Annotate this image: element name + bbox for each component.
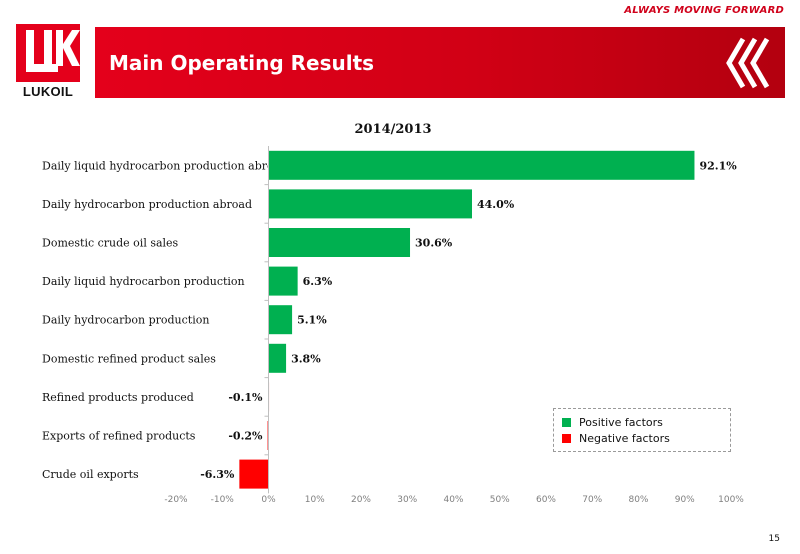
legend-swatch-positive xyxy=(562,418,571,427)
x-tick-label: 20% xyxy=(351,495,371,505)
x-tick-label: 0% xyxy=(261,495,276,505)
data-label: -0.2% xyxy=(228,430,263,443)
bar xyxy=(239,459,269,489)
legend-item-negative: Negative factors xyxy=(562,432,670,445)
lukoil-logo-icon xyxy=(16,24,80,82)
page-title: Main Operating Results xyxy=(109,51,375,75)
bar xyxy=(268,228,411,257)
category-label: Daily liquid hydrocarbon production xyxy=(42,275,245,288)
tagline: ALWAYS MOVING FORWARD xyxy=(624,5,784,16)
data-label: 3.8% xyxy=(291,352,321,365)
x-tick-label: 80% xyxy=(628,495,648,505)
data-label: 6.3% xyxy=(303,275,333,288)
x-tick-label: 40% xyxy=(443,495,463,505)
x-tick-label: -10% xyxy=(211,495,235,505)
bar xyxy=(268,150,695,180)
x-tick-label: 90% xyxy=(675,495,695,505)
header-bar: Main Operating Results xyxy=(95,27,785,98)
legend-label-negative: Negative factors xyxy=(579,432,670,445)
category-label: Daily hydrocarbon production xyxy=(42,314,209,327)
bar xyxy=(268,305,293,335)
chevrons-icon xyxy=(726,37,770,89)
bar xyxy=(268,189,472,219)
x-tick-label: 70% xyxy=(582,495,602,505)
chart-title: 2014/2013 xyxy=(354,122,431,137)
x-tick-label: 100% xyxy=(718,495,744,505)
data-label: 30.6% xyxy=(415,237,453,250)
legend-item-positive: Positive factors xyxy=(562,416,663,429)
x-tick-label: 30% xyxy=(397,495,417,505)
x-tick-label: -20% xyxy=(164,495,188,505)
category-label: Daily hydrocarbon production abroad xyxy=(42,198,252,211)
legend-swatch-negative xyxy=(562,434,571,443)
category-label: Daily liquid hydrocarbon production abro… xyxy=(42,159,287,172)
data-label: -6.3% xyxy=(200,468,235,481)
bar xyxy=(268,266,298,296)
page-number: 15 xyxy=(768,534,780,544)
category-label: Crude oil exports xyxy=(42,468,139,481)
category-label: Refined products produced xyxy=(42,391,194,404)
category-label: Domestic refined product sales xyxy=(42,352,216,365)
x-tick-label: 50% xyxy=(490,495,510,505)
x-tick-label: 10% xyxy=(305,495,325,505)
bar xyxy=(268,343,287,373)
category-label: Exports of refined products xyxy=(42,430,196,443)
category-label: Domestic crude oil sales xyxy=(42,237,179,250)
legend-label-positive: Positive factors xyxy=(579,416,663,429)
chart-legend: Positive factors Negative factors xyxy=(553,408,731,452)
logo-text: LUKOIL xyxy=(22,84,74,99)
x-tick-label: 60% xyxy=(536,495,556,505)
data-label: 92.1% xyxy=(699,159,737,172)
data-label: -0.1% xyxy=(228,391,263,404)
data-label: 44.0% xyxy=(477,198,515,211)
data-label: 5.1% xyxy=(297,314,327,327)
